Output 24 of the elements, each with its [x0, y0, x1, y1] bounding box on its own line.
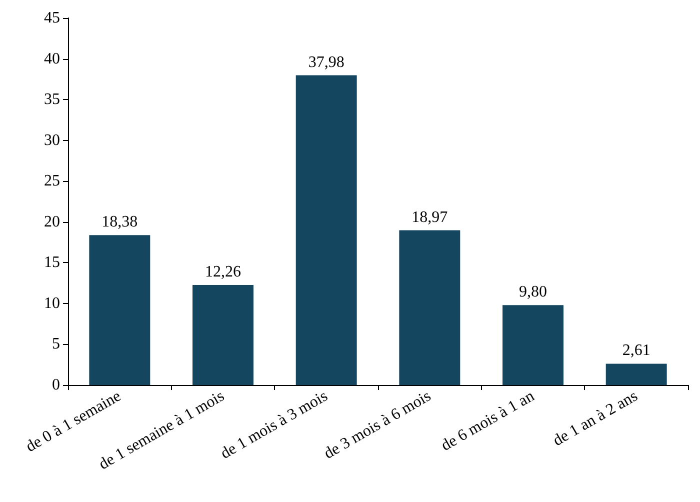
y-tick-label: 10 — [44, 294, 60, 312]
bar — [399, 230, 460, 385]
data-label: 9,80 — [519, 284, 547, 301]
y-tick-label: 30 — [44, 132, 60, 149]
bar — [502, 305, 564, 385]
x-tick-label: de 1 an à 2 ans — [550, 388, 641, 450]
y-tick-label: 35 — [44, 91, 60, 108]
data-label: 12,26 — [205, 264, 241, 281]
y-tick-label: 20 — [44, 213, 60, 230]
bar — [296, 75, 357, 385]
y-tick-label: 0 — [52, 376, 60, 394]
data-label: 2,61 — [622, 342, 650, 360]
data-label: 37,98 — [308, 54, 344, 71]
data-label: 18,38 — [102, 214, 138, 231]
bar — [606, 364, 667, 385]
y-tick-label: 45 — [44, 10, 60, 26]
data-label: 18,97 — [412, 208, 448, 226]
y-tick-label: 25 — [44, 172, 60, 190]
y-tick-label: 5 — [52, 336, 60, 353]
y-tick-label: 40 — [44, 50, 60, 68]
x-tick-label: de 6 mois à 1 an — [438, 388, 538, 455]
bar — [192, 285, 254, 385]
bar — [89, 235, 150, 385]
y-tick-label: 15 — [44, 254, 60, 272]
